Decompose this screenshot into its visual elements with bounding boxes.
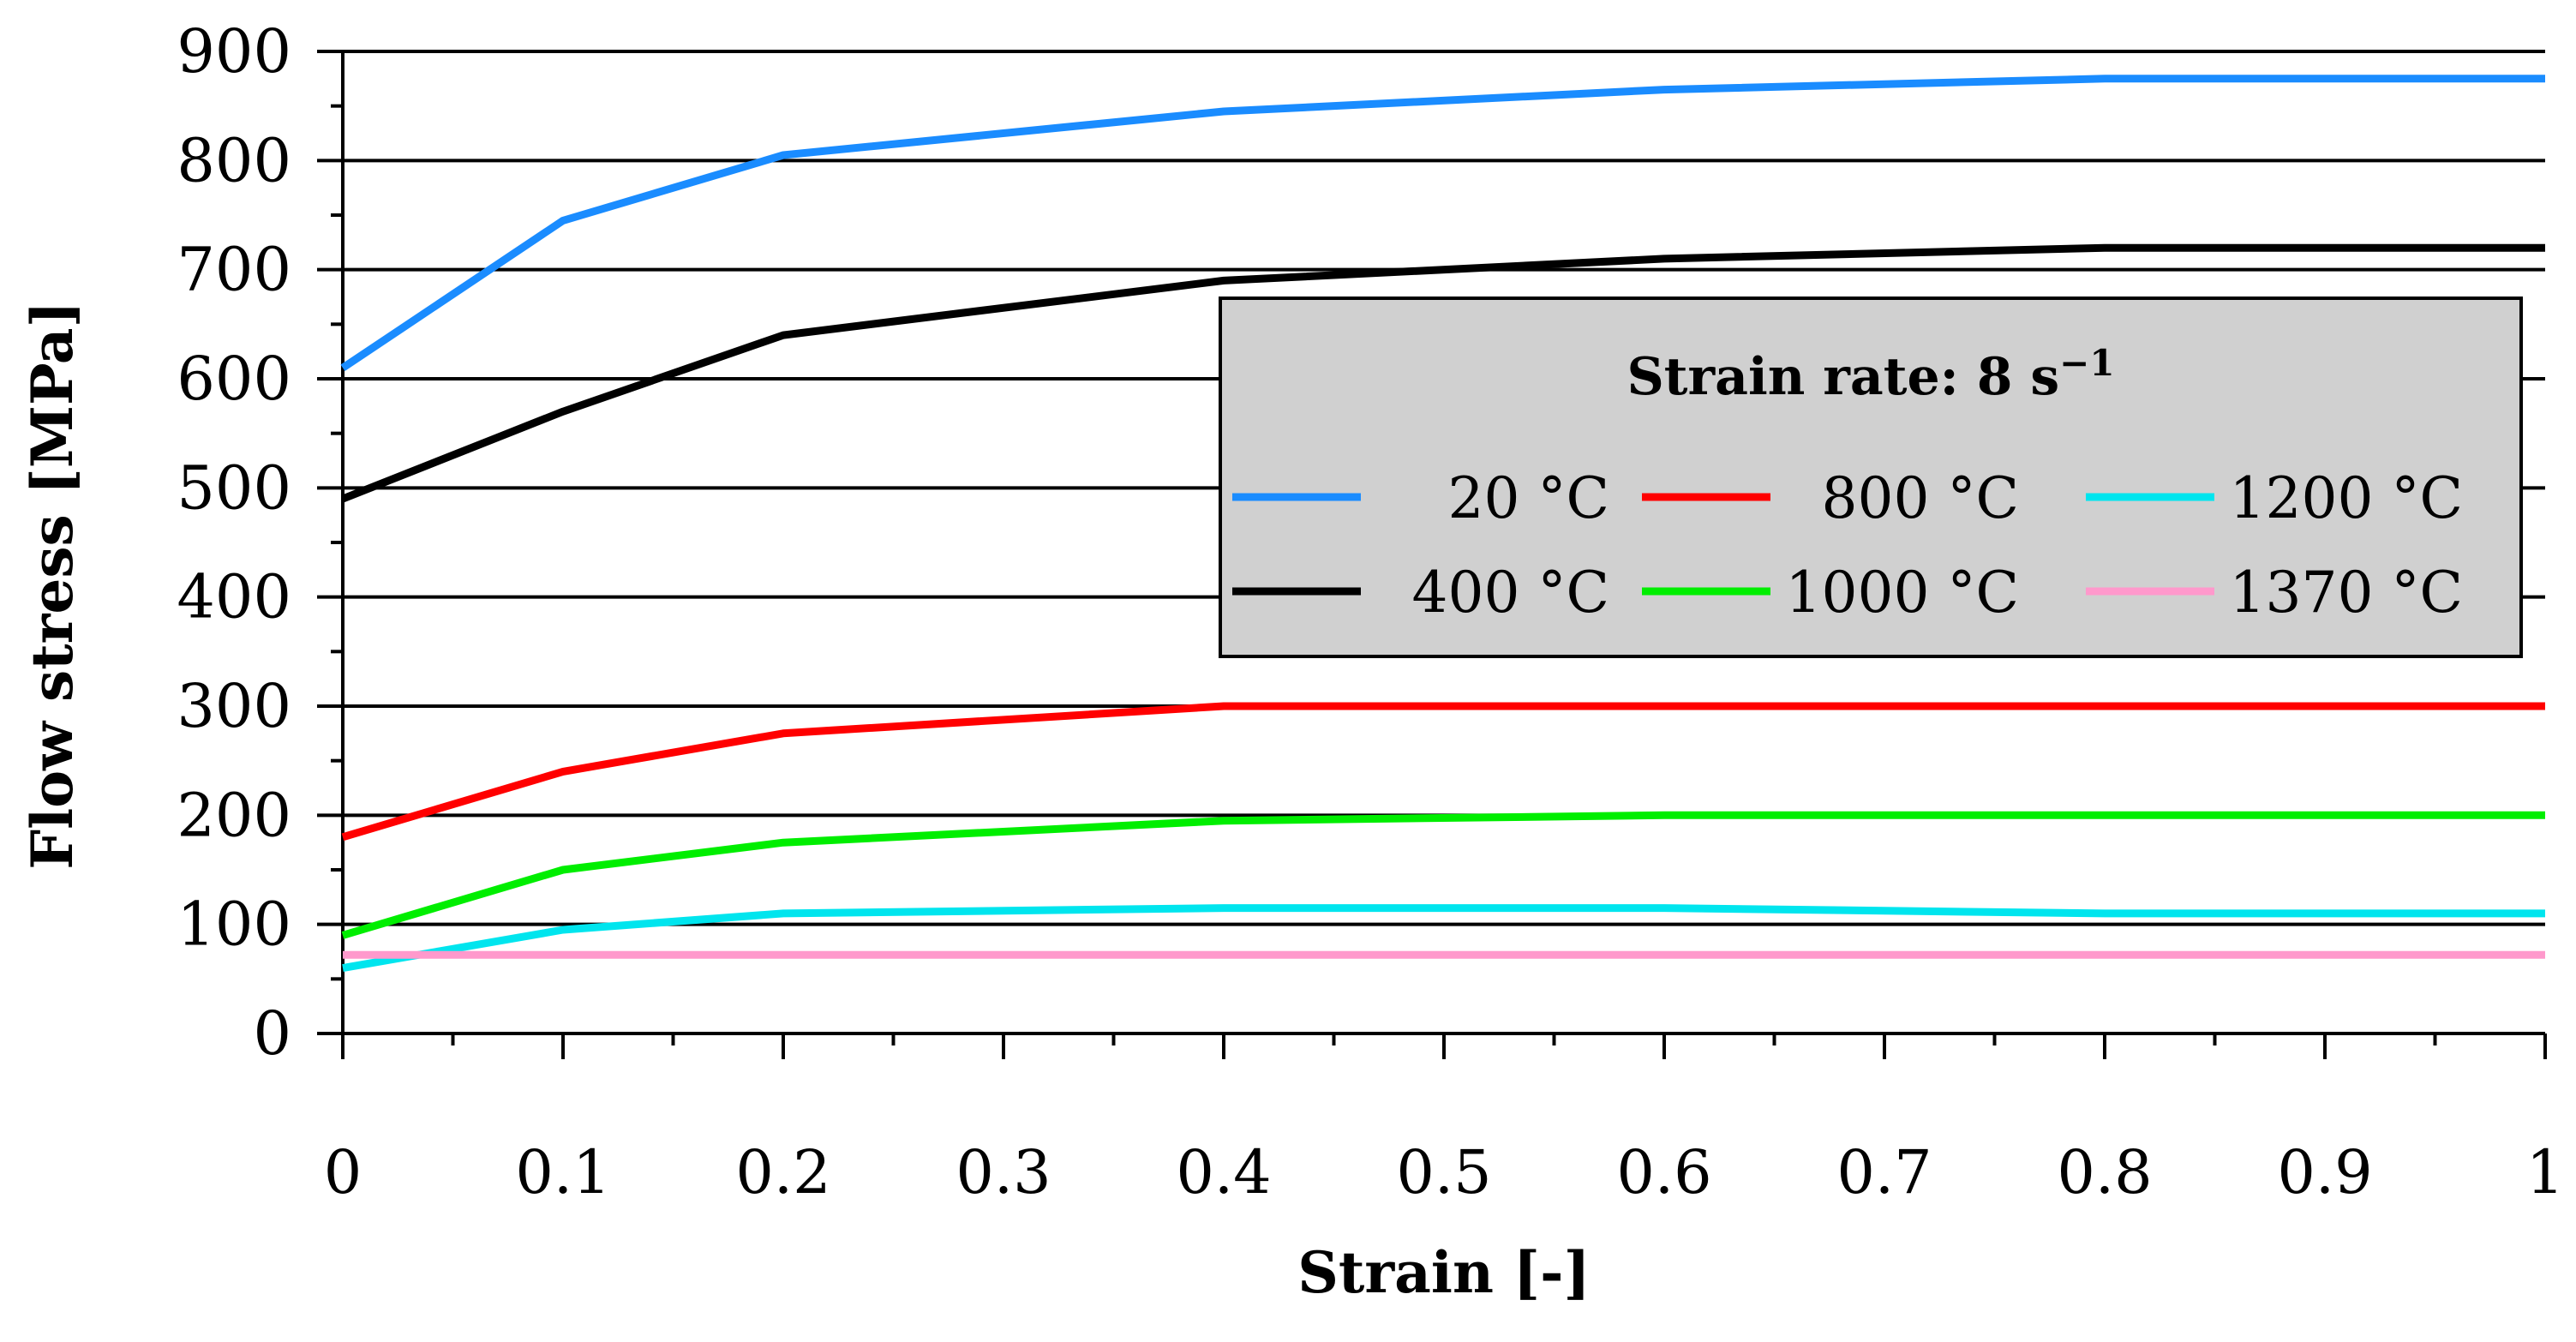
y-tick-label: 0 bbox=[253, 998, 291, 1069]
legend-title: Strain rate: 8 s−1 bbox=[1626, 342, 2114, 407]
y-axis-title: Flow stress [MPa] bbox=[19, 301, 86, 870]
x-tick-label: 0 bbox=[324, 1137, 362, 1207]
x-tick-label: 0.4 bbox=[1176, 1137, 1271, 1207]
x-tick-label: 0.7 bbox=[1836, 1137, 1932, 1207]
series-lines bbox=[340, 75, 2545, 973]
legend-entry: 1370 °C bbox=[2086, 560, 2463, 626]
series-line bbox=[342, 904, 2545, 973]
x-tick-label: 0.5 bbox=[1396, 1137, 1491, 1207]
x-tick-label: 0.6 bbox=[1616, 1137, 1711, 1207]
legend-label: 1370 °C bbox=[2230, 560, 2463, 626]
y-tick-label: 900 bbox=[177, 16, 291, 87]
legend-entries: 20 °C 400 °C 800 °C 1000 °C 1200 °C 1370 °C bbox=[1232, 465, 2463, 626]
legend-title-superscript: −1 bbox=[2059, 342, 2114, 384]
x-axis-title: Strain [-] bbox=[1297, 1239, 1591, 1306]
series-line bbox=[341, 243, 2545, 503]
axes bbox=[317, 51, 2545, 1059]
x-tick-label: 0.1 bbox=[515, 1137, 610, 1207]
y-tick-label: 700 bbox=[177, 235, 291, 305]
y-tick-label: 200 bbox=[177, 780, 291, 850]
legend: Strain rate: 8 s−1 20 °C 400 °C 800 °C 1000… bbox=[1219, 297, 2523, 658]
tick-marks bbox=[317, 50, 2547, 1059]
x-tick-label: 0.8 bbox=[2057, 1137, 2152, 1207]
legend-title-text: Strain rate: 8 s bbox=[1626, 347, 2059, 407]
series-line bbox=[341, 811, 2545, 939]
legend-label: 400 °C bbox=[1412, 560, 1609, 626]
legend-box bbox=[1219, 297, 2523, 658]
y-tick-label: 100 bbox=[177, 890, 291, 960]
y-tick-label: 500 bbox=[177, 452, 291, 523]
tick-labels: 0 100 200 300 400 500 600 700 800 900 0 0.1 0.2 0.3 0.… bbox=[177, 16, 2564, 1207]
legend-entry: 800 °C bbox=[1642, 465, 2019, 531]
legend-label: 1000 °C bbox=[1786, 560, 2019, 626]
legend-entry: 20 °C bbox=[1232, 465, 1609, 531]
x-tick-label: 0.2 bbox=[735, 1137, 830, 1207]
legend-label: 800 °C bbox=[1822, 465, 2019, 531]
y-tick-label: 400 bbox=[177, 562, 291, 632]
y-tick-label: 300 bbox=[177, 671, 291, 741]
y-tick-label: 800 bbox=[177, 125, 291, 195]
y-tick-label: 600 bbox=[177, 344, 291, 414]
series-line bbox=[340, 75, 2545, 372]
x-tick-label: 0.3 bbox=[956, 1137, 1051, 1207]
legend-label: 1200 °C bbox=[2230, 465, 2463, 531]
x-tick-label: 1 bbox=[2526, 1137, 2565, 1207]
legend-label: 20 °C bbox=[1448, 465, 1609, 531]
series-line bbox=[341, 702, 2545, 842]
x-tick-label: 0.9 bbox=[2277, 1137, 2372, 1207]
legend-entry: 400 °C bbox=[1232, 560, 1609, 626]
legend-entry: 1000 °C bbox=[1642, 560, 2019, 626]
legend-entry: 1200 °C bbox=[2086, 465, 2463, 531]
